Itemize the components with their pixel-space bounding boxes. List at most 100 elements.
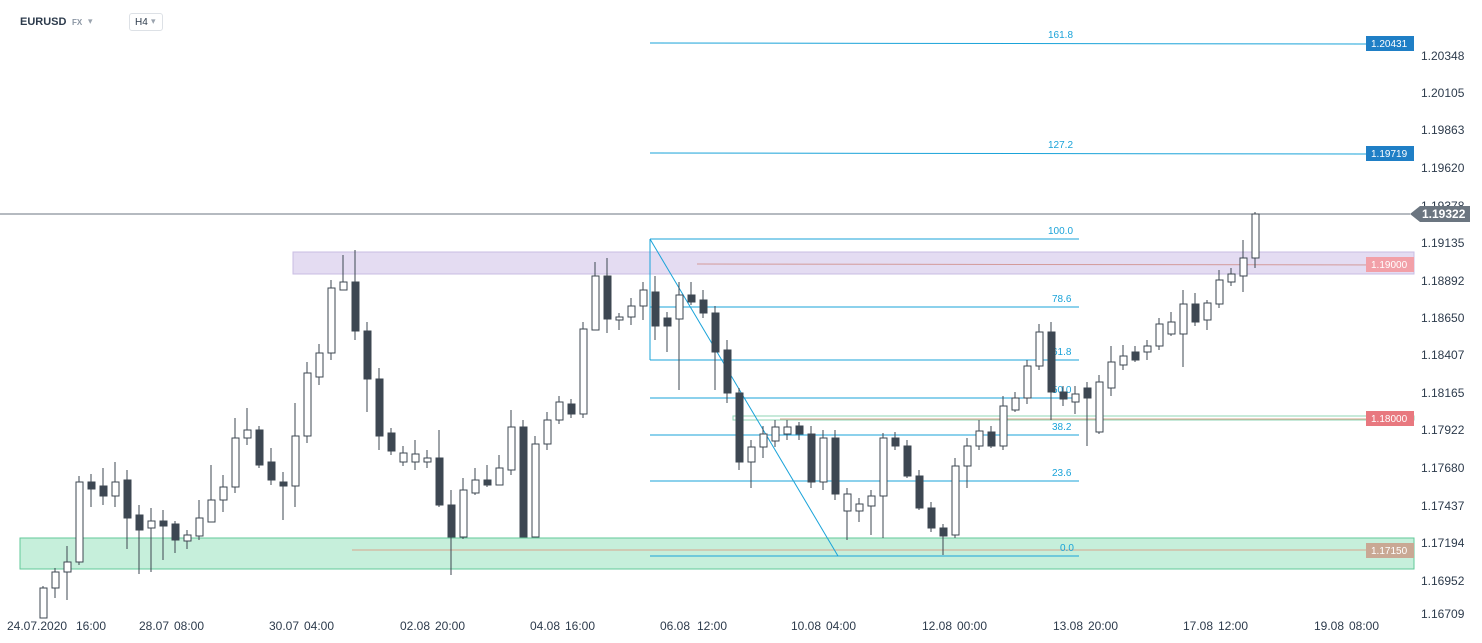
price-tag-mid: 1.18000	[1366, 411, 1414, 426]
candle	[531, 436, 540, 538]
candle	[399, 446, 408, 466]
candle	[483, 465, 492, 487]
candle	[1251, 212, 1260, 268]
price-axis-label: 1.17437	[1421, 499, 1465, 513]
price-tag-current: 1.19322	[1410, 206, 1470, 222]
candle-body	[567, 403, 576, 415]
timeframe-chevron-down-icon: ▾	[151, 16, 156, 26]
candle-body	[747, 446, 756, 463]
price-axis-label: 1.18407	[1421, 348, 1465, 362]
candle	[411, 440, 420, 470]
candle	[1107, 346, 1116, 396]
candle	[603, 258, 612, 333]
time-axis-label: 16:00	[76, 619, 106, 633]
candle	[291, 403, 300, 507]
time-axis-label: 20:00	[435, 619, 465, 633]
candle-body	[459, 489, 468, 538]
candle	[147, 508, 156, 572]
candle-body	[615, 316, 624, 321]
candle	[591, 262, 600, 331]
candle	[315, 344, 324, 385]
candle-body	[807, 433, 816, 483]
candle-body	[159, 520, 168, 527]
candle-body	[387, 432, 396, 452]
candle-body	[171, 523, 180, 541]
candle	[303, 362, 312, 443]
candle	[1143, 340, 1152, 360]
candle-body	[915, 475, 924, 509]
candle	[1179, 290, 1188, 367]
time-axis-label: 06.08	[660, 619, 690, 633]
candle	[1167, 312, 1176, 336]
candle-body	[591, 275, 600, 331]
price-tag-resistance: 1.19000	[1366, 257, 1414, 272]
candle-body	[351, 281, 360, 332]
candle	[555, 396, 564, 424]
candle-body	[963, 445, 972, 467]
candle-body	[771, 426, 780, 442]
candle	[867, 490, 876, 535]
candle-body	[759, 433, 768, 448]
candlestick-series[interactable]	[39, 212, 1260, 619]
resistance-line	[696, 263, 1411, 266]
candle-body	[795, 425, 804, 435]
candle-body	[147, 520, 156, 529]
time-axis-label: 30.07	[269, 619, 299, 633]
candle	[375, 368, 384, 450]
candle-body	[75, 481, 84, 563]
candle	[231, 418, 240, 493]
time-axis-label: 00:00	[957, 619, 987, 633]
candle	[987, 426, 996, 448]
candle	[123, 470, 132, 549]
support-zone	[19, 537, 1415, 570]
candle	[819, 430, 828, 490]
price-axis-label: 1.18165	[1421, 386, 1465, 400]
candle	[723, 340, 732, 403]
candle-body	[423, 457, 432, 463]
candle-body	[651, 291, 660, 327]
candle-body	[639, 289, 648, 307]
candle	[1011, 392, 1020, 412]
price-axis-label: 1.19620	[1421, 161, 1465, 175]
time-axis-label: 19.08	[1314, 619, 1344, 633]
candle	[783, 420, 792, 440]
candle	[771, 420, 780, 447]
candle	[99, 468, 108, 505]
candle-body	[855, 503, 864, 512]
candle-body	[435, 457, 444, 506]
time-axis-label: 24.07.2020	[7, 619, 67, 633]
candle-body	[111, 481, 120, 497]
candle	[699, 290, 708, 318]
candle-body	[975, 430, 984, 447]
time-axis-label: 12.08	[922, 619, 952, 633]
fib-retracement[interactable]	[649, 238, 1079, 557]
candle-body	[243, 429, 252, 439]
fib-label-618: 61.8	[1052, 347, 1072, 358]
price-tag-support: 1.17150	[1366, 543, 1414, 558]
candle-body	[783, 426, 792, 435]
candle-body	[1227, 273, 1236, 283]
candle	[1227, 268, 1236, 286]
candle	[879, 433, 888, 538]
market-chevron-down-icon[interactable]: ▾	[88, 16, 93, 26]
symbol-label[interactable]: EURUSD	[20, 16, 67, 28]
candle-body	[99, 485, 108, 497]
candle-body	[135, 514, 144, 531]
candle-body	[999, 405, 1008, 447]
candle	[579, 322, 588, 418]
candle	[75, 476, 84, 565]
candle-body	[927, 507, 936, 529]
price-axis-label: 1.17680	[1421, 461, 1465, 475]
time-axis-label: 08:00	[1349, 619, 1379, 633]
candle	[759, 426, 768, 458]
candle-body	[267, 461, 276, 481]
timeframe-select[interactable]: H4 ▾	[129, 13, 163, 31]
candle	[195, 500, 204, 540]
candle	[135, 505, 144, 574]
candle-body	[831, 437, 840, 495]
candle	[279, 472, 288, 520]
candle	[1035, 324, 1044, 370]
fib-label-100: 100.0	[1048, 226, 1073, 237]
candle	[255, 426, 264, 468]
